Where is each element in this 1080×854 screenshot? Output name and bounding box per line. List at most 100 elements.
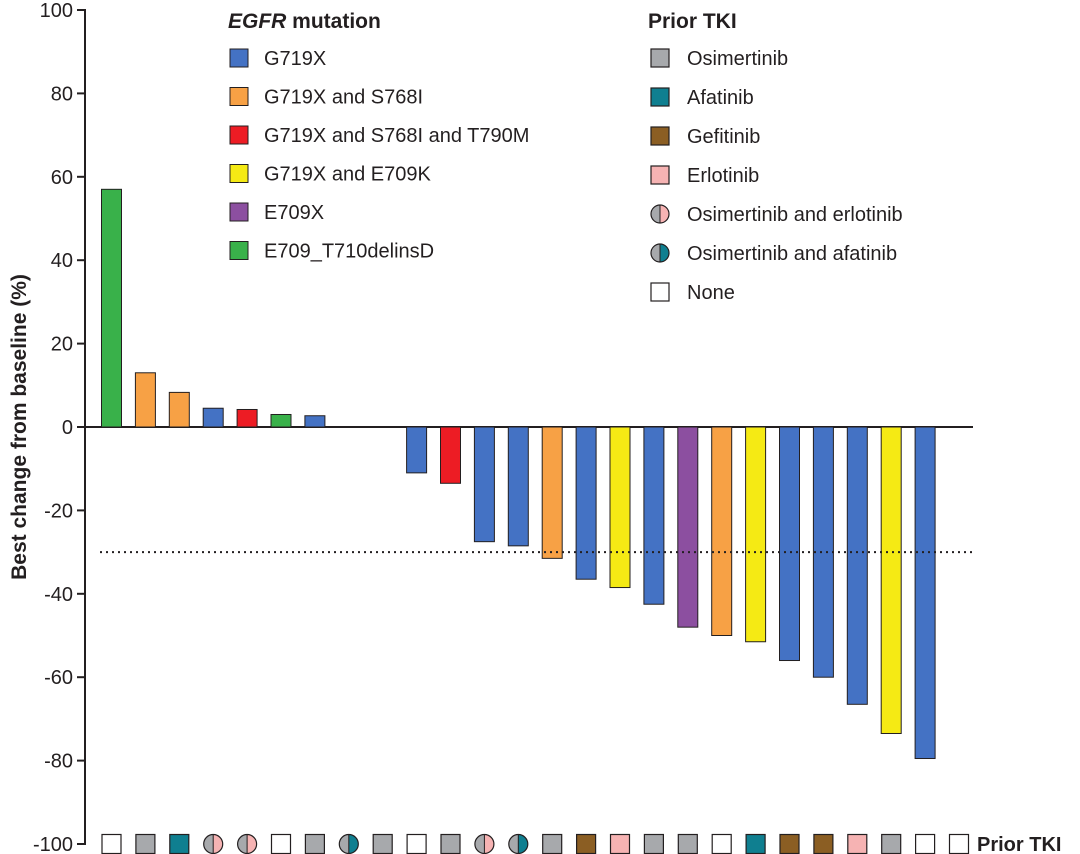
marker-square [575,833,597,854]
marker-square [881,833,902,854]
legend-tki-label: None [687,282,735,304]
marker-left-half [339,834,349,854]
bar [575,426,597,580]
y-axis: 100 80 60 40 20 0 -20 -40 -60 -80 -100 Best change … [8,0,973,854]
marker-right-half [660,205,669,223]
legend-prior-tki: Prior TKI Osimertinib Afatinib Gefitinib Erl… [648,10,903,304]
legend-tki-marker [650,87,670,107]
marker-square [101,833,122,854]
legend-mutation-title-rest: mutation [286,10,381,33]
marker-square [304,833,325,854]
y-tick-label: -20 [44,500,73,522]
prior-tki-marker [609,833,631,854]
marker-square [270,833,292,854]
bar [609,426,631,589]
prior-tki-marker [779,833,800,854]
legend-tki-marker [650,243,670,263]
prior-tki-marker [677,833,698,854]
prior-tki-marker [508,833,529,854]
legend-tki-marker [650,165,670,185]
legend-tki-label: Osimertinib and erlotinib [687,204,903,226]
legend-tki-label: Osimertinib [687,48,788,70]
bar [168,391,190,428]
marker-left-half [651,205,660,223]
legend-mutation-swatch [229,164,249,183]
legend-mutation-swatch [229,241,249,260]
y-axis-title: Best change from baseline (%) [8,274,31,580]
legend-tki-marker [650,204,670,224]
prior-tki-marker [372,833,393,854]
y-tick-label: 60 [51,167,73,189]
y-tick-label: 100 [40,0,73,22]
y-tick-label: 40 [51,250,73,272]
legend-tki-label: Erlotinib [687,165,759,187]
marker-square [677,833,698,854]
bar [270,413,292,428]
legend-tki-marker [650,126,670,146]
prior-tki-marker [881,833,902,854]
legend-mutation-swatch [229,87,249,106]
legend-mutation-label: G719X [264,48,326,70]
marker-right-half [213,834,223,854]
bar [507,426,529,547]
legend-tki-marker [650,282,670,302]
bar [880,426,902,734]
marker-square [650,165,670,185]
bar [643,426,665,605]
legend-tki-marker [650,48,670,68]
marker-left-half [651,244,660,262]
bar [406,426,428,474]
prior-tki-marker [101,833,122,854]
bar [440,426,461,484]
marker-right-half [518,834,528,854]
prior-tki-marker [813,833,834,854]
bar [236,408,258,428]
bar [711,426,733,636]
prior-tki-marker [203,833,224,854]
marker-right-half [247,834,257,854]
bar [202,407,224,428]
prior-tki-marker [338,833,359,854]
bar [779,426,800,662]
prior-tki-marker [169,833,190,854]
prior-tki-marker [914,833,936,854]
marker-left-half [508,834,519,854]
prior-tki-marker [304,833,325,854]
y-tick-label: -80 [44,751,73,773]
legend-tki-label: Gefitinib [687,126,760,148]
legend-mutation-swatch [229,48,249,68]
marker-square [779,833,800,854]
prior-tki-marker [440,833,461,854]
marker-square [135,833,156,854]
marker-square [542,833,563,854]
legend-mutation-title: EGFR mutation [228,10,381,33]
marker-right-half [348,834,359,854]
marker-square [650,126,670,146]
bar [914,426,936,760]
prior-tki-marker [847,833,868,854]
bar [304,415,326,428]
prior-tki-row-label: Prior TKI [977,834,1061,854]
marker-square [914,833,936,854]
legend-mutation-label: E709X [264,202,324,224]
y-tick-label: -40 [44,584,73,606]
y-tick-label: -60 [44,667,73,689]
prior-tki-marker [711,833,732,854]
marker-square [169,833,190,854]
marker-left-half [203,834,214,854]
y-tick-label: 0 [62,417,73,439]
marker-square [948,833,970,854]
legend-tki-label: Osimertinib and afatinib [687,243,897,265]
bar [677,426,699,628]
legend-mutation-swatch [229,125,249,145]
legend-mutation-label: G719X and S768I and T790M [264,125,529,147]
marker-square [643,833,665,854]
prior-tki-marker [643,833,665,854]
legend-tki-label: Afatinib [687,87,754,109]
bar [473,426,495,543]
marker-left-half [474,834,485,854]
legend-egfr-mutation: EGFR mutation G719X G719X and S768I G719X a… [228,10,529,263]
bars [101,188,936,760]
prior-tki-row: Prior TKI [101,833,1061,854]
